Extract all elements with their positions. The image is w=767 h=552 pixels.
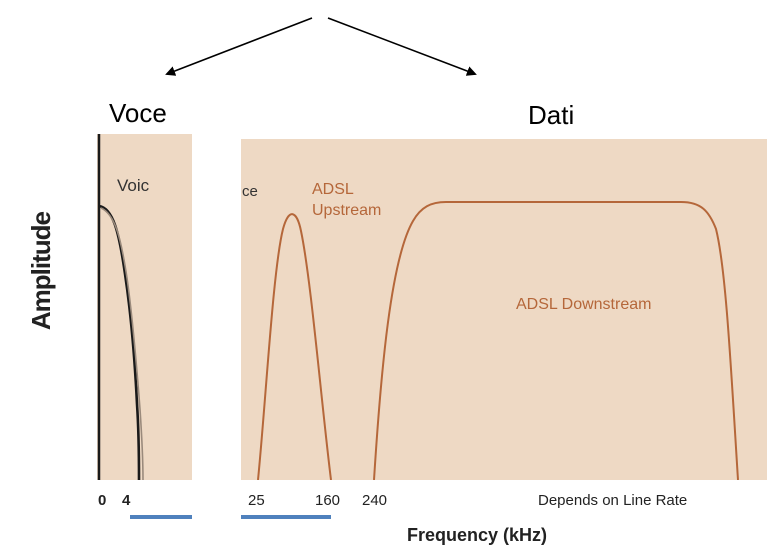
adsl-downstream-label: ADSL Downstream <box>516 296 652 313</box>
voice-curve <box>98 204 141 480</box>
voce-label: Voce <box>109 98 167 128</box>
x-tick-25: 25 <box>248 492 265 509</box>
voice-curve-shadow <box>100 207 144 480</box>
accent-line-right <box>241 515 331 519</box>
x-tick-line-rate: Depends on Line Rate <box>538 492 688 509</box>
arrow-to-dati <box>327 17 477 76</box>
voice-curve-plot <box>97 134 144 480</box>
x-tick-160: 160 <box>315 492 341 509</box>
arrow-to-voce <box>165 17 313 76</box>
accent-line-left <box>130 515 192 519</box>
x-tick-240: 240 <box>362 492 388 509</box>
downstream-curve <box>373 201 739 480</box>
adsl-upstream-label-1: ADSL <box>312 181 354 198</box>
voice-fragment-label: ce <box>242 183 258 200</box>
data-panel <box>241 139 767 480</box>
x-tick-4: 4 <box>122 492 131 509</box>
voice-panel <box>97 134 192 480</box>
voice-band-label: Voic <box>117 176 150 195</box>
dati-label: Dati <box>528 100 575 130</box>
x-axis-title: Frequency (kHz) <box>407 525 548 545</box>
adsl-curves-plot <box>257 201 739 480</box>
upstream-curve <box>257 213 332 480</box>
adsl-upstream-label-2: Upstream <box>312 202 382 219</box>
x-tick-0: 0 <box>98 492 107 509</box>
y-axis-title: Amplitude <box>26 212 56 331</box>
